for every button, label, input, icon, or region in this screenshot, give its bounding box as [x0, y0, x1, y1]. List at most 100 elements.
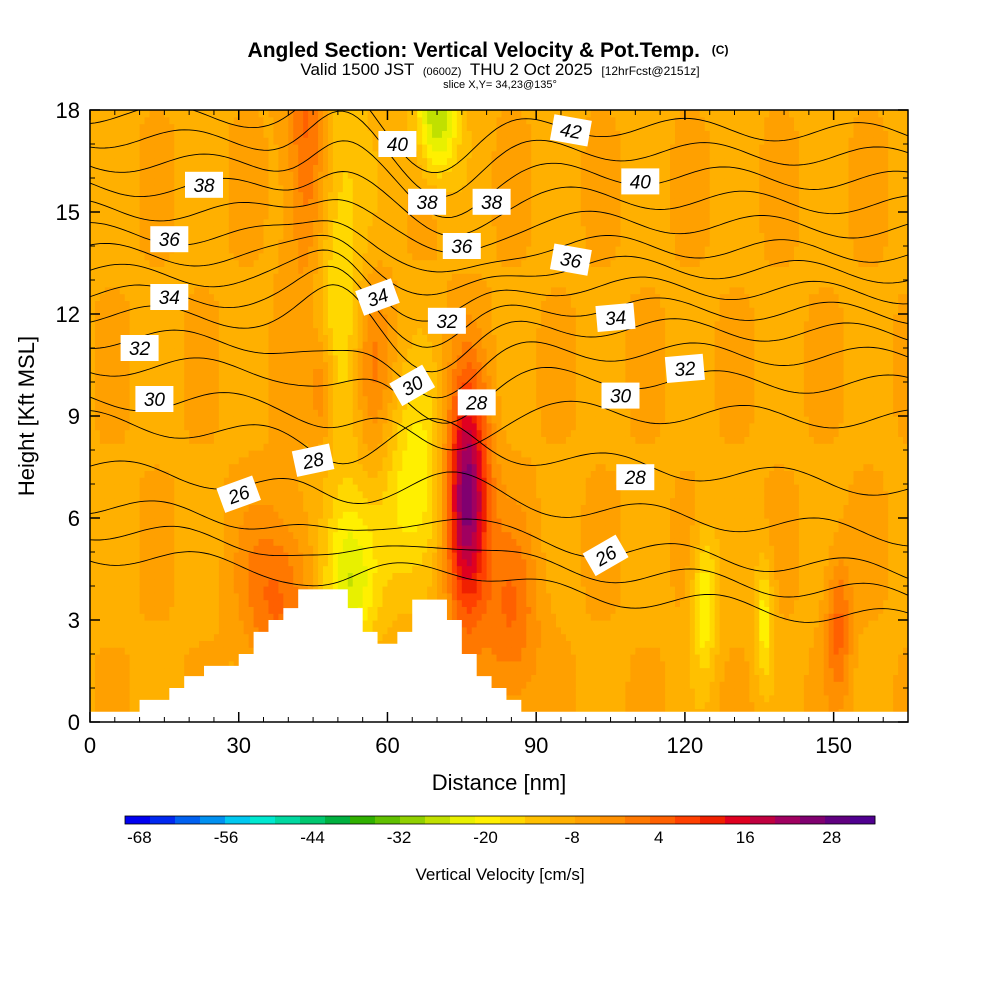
velocity-cell — [283, 524, 289, 533]
velocity-cell — [164, 368, 170, 376]
velocity-cell — [278, 280, 284, 288]
velocity-cell — [189, 409, 195, 417]
velocity-cell — [362, 538, 369, 546]
velocity-cell — [238, 354, 245, 363]
velocity-cell — [218, 586, 225, 594]
velocity-cell — [189, 572, 195, 580]
velocity-cell — [204, 239, 210, 247]
velocity-cell — [184, 123, 190, 131]
velocity-cell — [159, 429, 165, 437]
velocity-cell — [352, 586, 359, 594]
velocity-cell — [258, 341, 265, 349]
velocity-cell — [149, 640, 156, 648]
velocity-cell — [94, 212, 101, 220]
velocity-cell — [179, 443, 185, 451]
velocity-cell — [332, 157, 339, 165]
velocity-cell — [199, 416, 205, 424]
velocity-cell — [99, 443, 106, 451]
velocity-cell — [94, 688, 101, 696]
velocity-cell — [109, 150, 116, 159]
velocity-cell — [124, 463, 131, 471]
velocity-cell — [293, 484, 299, 492]
velocity-cell — [253, 572, 260, 580]
velocity-cell — [218, 144, 225, 152]
velocity-cell — [204, 225, 210, 233]
velocity-cell — [327, 320, 334, 329]
velocity-cell — [357, 232, 364, 240]
velocity-cell — [90, 599, 96, 607]
velocity-cell — [323, 422, 329, 431]
velocity-cell — [204, 402, 210, 410]
velocity-cell — [342, 565, 349, 573]
velocity-cell — [327, 558, 334, 567]
velocity-cell — [243, 463, 250, 471]
velocity-cell — [104, 375, 111, 383]
velocity-cell — [263, 293, 270, 301]
velocity-cell — [342, 164, 349, 172]
velocity-cell — [144, 436, 151, 444]
velocity-cell — [124, 327, 131, 335]
velocity-cell — [149, 307, 156, 315]
velocity-cell — [337, 314, 344, 322]
velocity-cell — [199, 660, 205, 669]
velocity-cell — [318, 334, 324, 342]
velocity-cell — [159, 606, 165, 614]
velocity-cell — [218, 633, 225, 641]
velocity-cell — [129, 626, 136, 635]
velocity-cell — [194, 307, 200, 315]
velocity-cell — [342, 354, 349, 363]
velocity-cell — [169, 375, 175, 383]
velocity-cell — [154, 157, 161, 165]
velocity-cell — [144, 110, 151, 118]
velocity-cell — [337, 538, 344, 546]
velocity-cell — [119, 572, 126, 580]
velocity-cell — [179, 137, 185, 145]
velocity-cell — [119, 184, 126, 193]
velocity-cell — [164, 361, 170, 369]
velocity-cell — [124, 613, 131, 621]
velocity-cell — [189, 504, 195, 512]
velocity-cell — [104, 307, 111, 315]
velocity-cell — [149, 531, 156, 539]
velocity-cell — [278, 490, 284, 499]
velocity-cell — [189, 130, 195, 138]
velocity-cell — [164, 456, 170, 465]
velocity-cell — [342, 456, 349, 465]
velocity-cell — [318, 171, 324, 179]
velocity-cell — [342, 286, 349, 295]
velocity-cell — [184, 368, 190, 376]
velocity-cell — [362, 592, 369, 601]
velocity-cell — [243, 110, 250, 118]
velocity-cell — [223, 164, 230, 172]
velocity-cell — [347, 334, 354, 342]
velocity-cell — [243, 436, 250, 444]
velocity-cell — [124, 232, 131, 240]
velocity-cell — [90, 164, 96, 172]
vertical-velocity-field — [90, 110, 908, 722]
velocity-cell — [139, 518, 146, 526]
velocity-cell — [189, 463, 195, 471]
velocity-cell — [104, 565, 111, 573]
velocity-cell — [144, 592, 151, 601]
velocity-cell — [258, 531, 265, 539]
velocity-cell — [90, 137, 96, 145]
velocity-cell — [318, 558, 324, 567]
velocity-cell — [134, 382, 141, 390]
velocity-cell — [194, 518, 200, 526]
velocity-cell — [164, 436, 170, 444]
velocity-cell — [238, 171, 245, 179]
velocity-cell — [139, 150, 146, 159]
velocity-cell — [144, 205, 151, 213]
velocity-cell — [323, 178, 329, 186]
velocity-cell — [327, 518, 334, 526]
velocity-cell — [144, 150, 151, 159]
velocity-cell — [174, 538, 180, 546]
velocity-cell — [323, 320, 329, 329]
velocity-cell — [144, 484, 151, 492]
velocity-cell — [337, 545, 344, 553]
velocity-cell — [179, 212, 185, 220]
velocity-cell — [288, 300, 294, 308]
velocity-cell — [228, 586, 235, 594]
velocity-cell — [139, 579, 146, 587]
velocity-cell — [228, 232, 235, 240]
